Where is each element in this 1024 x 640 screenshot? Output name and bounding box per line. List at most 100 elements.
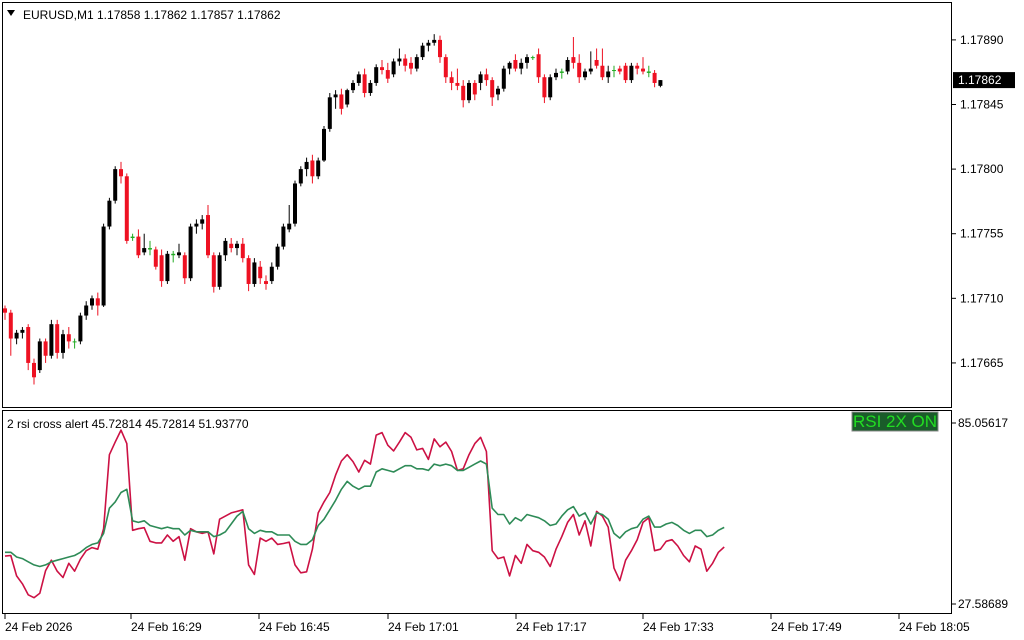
candle <box>130 233 135 241</box>
candle <box>20 327 25 339</box>
candle <box>507 61 512 75</box>
price-tick-label: 1.17800 <box>960 162 1004 176</box>
candle <box>339 88 344 115</box>
price-tick-label: 1.17755 <box>960 227 1004 241</box>
candle <box>32 358 36 385</box>
candle <box>148 240 152 256</box>
candle <box>206 205 210 259</box>
time-tick-label: 24 Feb 2026 <box>5 620 73 634</box>
candlestick-series <box>3 34 663 385</box>
candle <box>66 327 71 349</box>
candle <box>61 329 65 359</box>
candle <box>635 62 640 75</box>
price-tick-label: 1.17890 <box>960 33 1004 47</box>
candle <box>449 71 454 91</box>
candle <box>217 252 222 290</box>
indicator-pane-frame <box>2 410 952 614</box>
rsi-axis: 85.05617 27.58689 <box>952 416 1008 611</box>
candle <box>171 250 176 263</box>
candle <box>652 70 657 88</box>
candle <box>565 57 570 75</box>
candle <box>55 319 60 359</box>
candle <box>107 197 112 230</box>
candle <box>84 301 89 320</box>
indicator-header: 2 rsi cross alert 45.72814 45.72814 51.9… <box>7 417 249 431</box>
rsi-series-2 <box>5 460 725 568</box>
rsi-tick-label: 85.05617 <box>958 416 1008 430</box>
rsi-status-badge: RSI 2X ON <box>851 411 939 432</box>
candle <box>188 223 193 282</box>
candle <box>43 338 48 363</box>
candle <box>177 243 181 259</box>
candle <box>119 161 123 184</box>
candle <box>443 54 448 83</box>
candle <box>380 59 384 75</box>
candle <box>316 157 321 180</box>
candle <box>333 90 338 109</box>
rsi-tick-label: 27.58689 <box>958 597 1008 611</box>
candle <box>588 51 593 75</box>
candle <box>252 258 257 287</box>
candle <box>327 93 332 132</box>
candle <box>287 205 292 233</box>
candle <box>554 68 558 81</box>
rsi-lines <box>4 429 725 599</box>
symbol-header: EURUSD,M1 1.17858 1.17862 1.17857 1.1786… <box>23 8 281 22</box>
candle <box>583 68 587 81</box>
rsi-series-1 <box>4 429 725 599</box>
candle <box>95 292 100 316</box>
symbol-dropdown-icon[interactable] <box>7 10 15 16</box>
candle <box>432 34 437 46</box>
candle <box>124 173 129 244</box>
candle <box>142 233 147 256</box>
candle <box>594 48 599 69</box>
time-tick-label: 24 Feb 17:01 <box>388 620 459 634</box>
candle <box>37 338 42 373</box>
candle <box>264 275 268 290</box>
candle <box>275 243 280 270</box>
price-pane-frame <box>2 2 952 408</box>
candle <box>165 250 170 284</box>
candle <box>153 246 158 270</box>
candle <box>240 238 245 263</box>
candle <box>223 238 228 261</box>
price-tick-label: 1.17845 <box>960 98 1004 112</box>
candle <box>351 80 355 94</box>
candle <box>298 166 303 187</box>
time-tick-label: 24 Feb 17:17 <box>516 620 587 634</box>
candle <box>385 62 390 83</box>
candle <box>641 57 645 75</box>
candle <box>548 74 553 101</box>
candle <box>414 54 419 72</box>
candle <box>606 65 611 83</box>
price-tick-label: 1.17710 <box>960 291 1004 305</box>
candle <box>362 68 367 98</box>
candle <box>646 65 651 78</box>
candle <box>612 65 616 78</box>
candle <box>496 85 500 101</box>
candle <box>322 126 326 162</box>
candle <box>211 252 216 293</box>
candle <box>194 219 199 234</box>
candle <box>530 55 535 60</box>
candle <box>374 64 379 86</box>
candle <box>14 329 19 345</box>
candle <box>472 80 477 101</box>
time-axis: 24 Feb 2026 24 Feb 16:29 24 Feb 16:45 24 Fe… <box>4 614 970 634</box>
candle <box>455 68 460 91</box>
candle <box>525 54 529 69</box>
candle <box>101 223 106 307</box>
candle <box>623 62 628 83</box>
candle <box>461 80 466 108</box>
price-axis: 1.17890 1.17845 1.17800 1.17755 1.17710 1.176… <box>952 33 1015 370</box>
candle <box>235 240 239 256</box>
candle <box>246 255 251 292</box>
candle <box>8 309 13 356</box>
candle <box>136 229 141 259</box>
candle <box>542 74 547 104</box>
candle <box>3 305 7 320</box>
candle <box>571 37 576 69</box>
candle <box>229 238 234 253</box>
candle <box>409 57 413 75</box>
